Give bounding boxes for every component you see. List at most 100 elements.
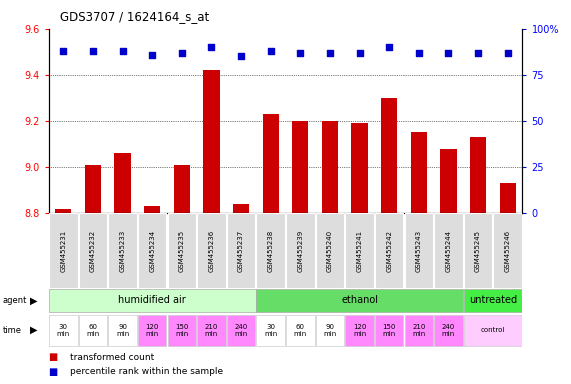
Bar — [197, 315, 226, 346]
Text: 30
min: 30 min — [264, 324, 278, 337]
Bar — [49, 213, 78, 288]
Text: 60
min: 60 min — [293, 324, 307, 337]
Text: 210
min: 210 min — [205, 324, 218, 337]
Text: percentile rank within the sample: percentile rank within the sample — [70, 367, 223, 376]
Bar — [405, 315, 433, 346]
Bar — [292, 121, 308, 213]
Point — [325, 50, 335, 56]
Bar — [174, 165, 190, 213]
Point — [118, 48, 127, 54]
Bar — [197, 213, 226, 288]
Bar — [79, 315, 107, 346]
Text: 150
min: 150 min — [175, 324, 188, 337]
Text: GSM455232: GSM455232 — [90, 230, 96, 271]
Bar — [85, 165, 101, 213]
Point — [207, 44, 216, 50]
Bar — [49, 289, 256, 312]
Point — [355, 50, 364, 56]
Bar — [263, 114, 279, 213]
Text: ethanol: ethanol — [341, 295, 378, 306]
Bar — [138, 213, 166, 288]
Text: ▶: ▶ — [30, 325, 38, 335]
Point — [385, 44, 394, 50]
Text: 240
min: 240 min — [235, 324, 248, 337]
Text: 60
min: 60 min — [86, 324, 99, 337]
Text: GSM455245: GSM455245 — [475, 230, 481, 271]
Text: 210
min: 210 min — [412, 324, 425, 337]
Bar — [286, 315, 315, 346]
Bar — [316, 213, 344, 288]
Text: GSM455237: GSM455237 — [238, 229, 244, 272]
Bar — [322, 121, 338, 213]
Bar — [144, 206, 160, 213]
Bar — [375, 315, 403, 346]
Bar — [470, 137, 486, 213]
Bar — [381, 98, 397, 213]
Text: GSM455233: GSM455233 — [119, 229, 126, 272]
Bar — [351, 123, 368, 213]
Text: control: control — [481, 327, 505, 333]
Text: 30
min: 30 min — [57, 324, 70, 337]
Text: GSM455238: GSM455238 — [268, 229, 274, 272]
Text: untreated: untreated — [469, 295, 517, 306]
Bar — [464, 213, 492, 288]
Point — [473, 50, 482, 56]
Text: GSM455241: GSM455241 — [356, 230, 363, 271]
Text: GSM455239: GSM455239 — [297, 229, 303, 272]
Text: GSM455235: GSM455235 — [179, 230, 185, 271]
Text: GSM455244: GSM455244 — [445, 230, 452, 271]
Bar — [500, 183, 516, 213]
Text: 120
min: 120 min — [146, 324, 159, 337]
Bar — [55, 209, 71, 213]
Bar — [345, 315, 374, 346]
Bar — [138, 315, 166, 346]
Bar — [114, 153, 131, 213]
Bar — [79, 213, 107, 288]
Bar — [227, 315, 255, 346]
Bar — [108, 315, 137, 346]
Bar — [440, 149, 457, 213]
Text: ■: ■ — [49, 352, 58, 362]
Point — [503, 50, 512, 56]
Bar — [203, 70, 220, 213]
Text: GDS3707 / 1624164_s_at: GDS3707 / 1624164_s_at — [60, 10, 209, 23]
Bar — [493, 213, 522, 288]
Bar — [464, 289, 522, 312]
Text: transformed count: transformed count — [70, 353, 155, 362]
Bar — [256, 315, 285, 346]
Text: 90
min: 90 min — [323, 324, 336, 337]
Point — [414, 50, 423, 56]
Point — [236, 53, 246, 60]
Text: humidified air: humidified air — [118, 295, 186, 306]
Text: GSM455234: GSM455234 — [149, 230, 155, 271]
Bar — [108, 213, 137, 288]
Bar — [49, 315, 78, 346]
Text: 150
min: 150 min — [383, 324, 396, 337]
Point — [266, 48, 275, 54]
Point — [296, 50, 305, 56]
Bar — [405, 213, 433, 288]
Bar — [168, 315, 196, 346]
Bar — [233, 204, 249, 213]
Point — [89, 48, 98, 54]
Text: GSM455243: GSM455243 — [416, 230, 422, 271]
Bar — [168, 213, 196, 288]
Point — [148, 51, 157, 58]
Text: GSM455231: GSM455231 — [61, 229, 66, 272]
Bar — [256, 289, 463, 312]
Text: GSM455236: GSM455236 — [208, 229, 215, 272]
Point — [59, 48, 68, 54]
Bar — [256, 213, 285, 288]
Text: ▶: ▶ — [30, 295, 38, 306]
Bar — [375, 213, 403, 288]
Bar — [227, 213, 255, 288]
Text: GSM455242: GSM455242 — [386, 230, 392, 271]
Point — [444, 50, 453, 56]
Bar — [345, 213, 374, 288]
Text: 90
min: 90 min — [116, 324, 129, 337]
Text: 120
min: 120 min — [353, 324, 366, 337]
Text: time: time — [3, 326, 22, 335]
Bar — [316, 315, 344, 346]
Bar — [434, 213, 463, 288]
Bar — [464, 315, 522, 346]
